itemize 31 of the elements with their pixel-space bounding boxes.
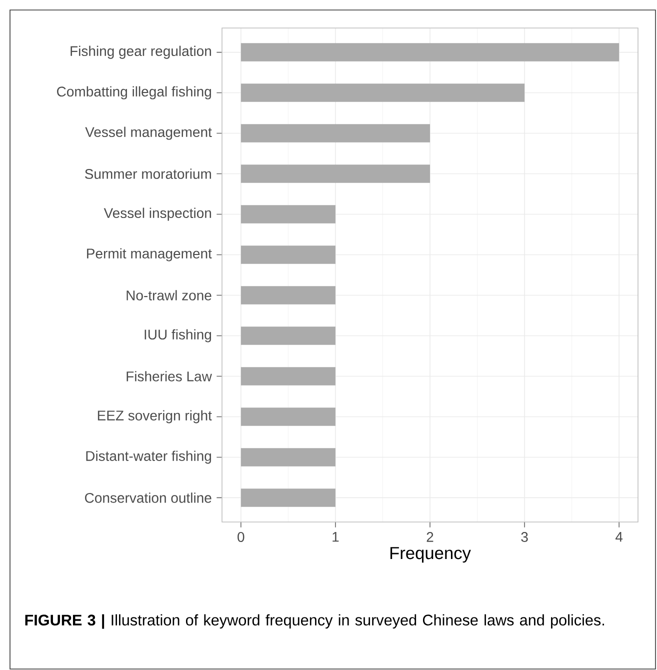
y-tick-label: Distant-water fishing (86, 450, 212, 464)
y-tick-label: Permit management (87, 248, 212, 262)
bar (240, 326, 336, 345)
x-tick-label: 0 (238, 532, 244, 542)
bar (240, 488, 336, 507)
bar (240, 84, 525, 102)
bar (240, 367, 336, 386)
y-tick-label: EEZ soverign right (98, 410, 212, 424)
bar (240, 448, 336, 466)
bar (240, 43, 620, 62)
bar (240, 246, 336, 264)
bar (240, 408, 336, 426)
bar (240, 205, 336, 224)
y-tick-label: Conservation outline (85, 492, 212, 503)
text: FIGURE 3 | Illustration of keyword frequency in surveyed Chinese laws and policies. (25, 614, 604, 629)
y-tick-label: Vessel management (85, 126, 212, 140)
bar (240, 286, 336, 304)
x-tick-label: 4 (616, 532, 623, 542)
y-tick-label: No-trawl zone (126, 290, 212, 300)
y-tick-label: Summer moratorium (85, 168, 211, 179)
y-tick-label: Combatting illegal fishing (57, 86, 212, 100)
x-tick-label: 2 (426, 532, 434, 542)
x-axis-title: Frequency (390, 547, 471, 563)
y-tick-label: Fishing gear regulation (70, 46, 212, 59)
x-tick-label: 3 (521, 532, 528, 542)
bar (240, 124, 430, 142)
y-tick-label: IUU fishing (144, 329, 212, 342)
bar (240, 164, 430, 183)
y-tick-label: Fisheries Law (126, 371, 212, 382)
y-tick-label: Vessel inspection (104, 208, 212, 221)
x-tick-label: 1 (332, 532, 339, 542)
